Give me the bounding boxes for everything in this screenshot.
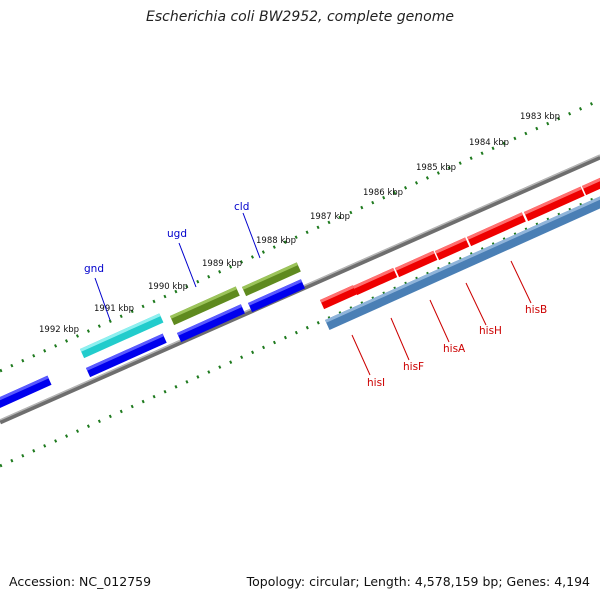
inner-tick-track	[0, 194, 600, 468]
hisF-leader	[390, 317, 410, 361]
hisH-leader	[465, 282, 487, 326]
kbp-label-1991: 1991 kbp	[94, 304, 134, 314]
kbp-label-1992: 1992 kbp	[39, 325, 79, 335]
gene-feature-hisI	[353, 267, 398, 296]
kbp-label-1990: 1990 kbp	[148, 282, 188, 292]
kbp-label-1989: 1989 kbp	[202, 259, 242, 269]
hisA-leader	[429, 299, 450, 343]
gene-feature-ugd	[170, 286, 240, 326]
outer-tick-track	[0, 98, 600, 373]
feature-blue-gnd	[86, 333, 167, 378]
feature-blue-ugd	[177, 304, 245, 343]
cds-band	[325, 188, 600, 331]
feature-blue-cld	[248, 279, 306, 313]
gene-feature-gnd	[80, 313, 164, 359]
kbp-label-1984: 1984 kbp	[469, 138, 509, 148]
kbp-label-1983: 1983 kbp	[520, 112, 560, 122]
gene-label-cld: cld	[234, 201, 249, 213]
gene-feature-hisC	[582, 173, 600, 196]
kbp-label-1987: 1987 kbp	[310, 212, 350, 222]
gene-label-hisB: hisB	[525, 304, 547, 316]
feature-blue-left	[0, 375, 52, 411]
accession-text: Accession: NC_012759	[9, 574, 152, 589]
genome-stats: Topology: circular; Length: 4,578,159 bp…	[246, 574, 590, 589]
map-title: Escherichia coli BW2952, complete genome	[146, 9, 454, 25]
gene-feature-hisF	[395, 250, 438, 278]
hisB-leader	[510, 260, 532, 304]
gene-feature-hisA	[435, 237, 470, 261]
cld-leader	[242, 212, 261, 259]
gene-label-gnd: gnd	[84, 263, 104, 275]
ugd-leader	[178, 242, 197, 288]
gnd-leader	[94, 277, 111, 321]
gene-feature-hisH	[467, 212, 526, 247]
gene-feature-hisG-region	[320, 285, 357, 310]
gene-label-hisF: hisF	[403, 361, 424, 373]
gene-label-hisH: hisH	[479, 325, 502, 337]
kbp-label-1985: 1985 kbp	[416, 163, 456, 173]
gene-label-hisI: hisI	[367, 377, 385, 389]
gene-label-hisA: hisA	[443, 343, 466, 355]
kbp-label-1988: 1988 kbp	[256, 236, 296, 246]
kbp-label-1986: 1986 kbp	[363, 188, 403, 198]
gene-feature-hisB	[524, 186, 585, 222]
hisI-leader	[351, 334, 371, 376]
gene-feature-cld	[241, 262, 301, 297]
gene-label-ugd: ugd	[167, 228, 187, 240]
